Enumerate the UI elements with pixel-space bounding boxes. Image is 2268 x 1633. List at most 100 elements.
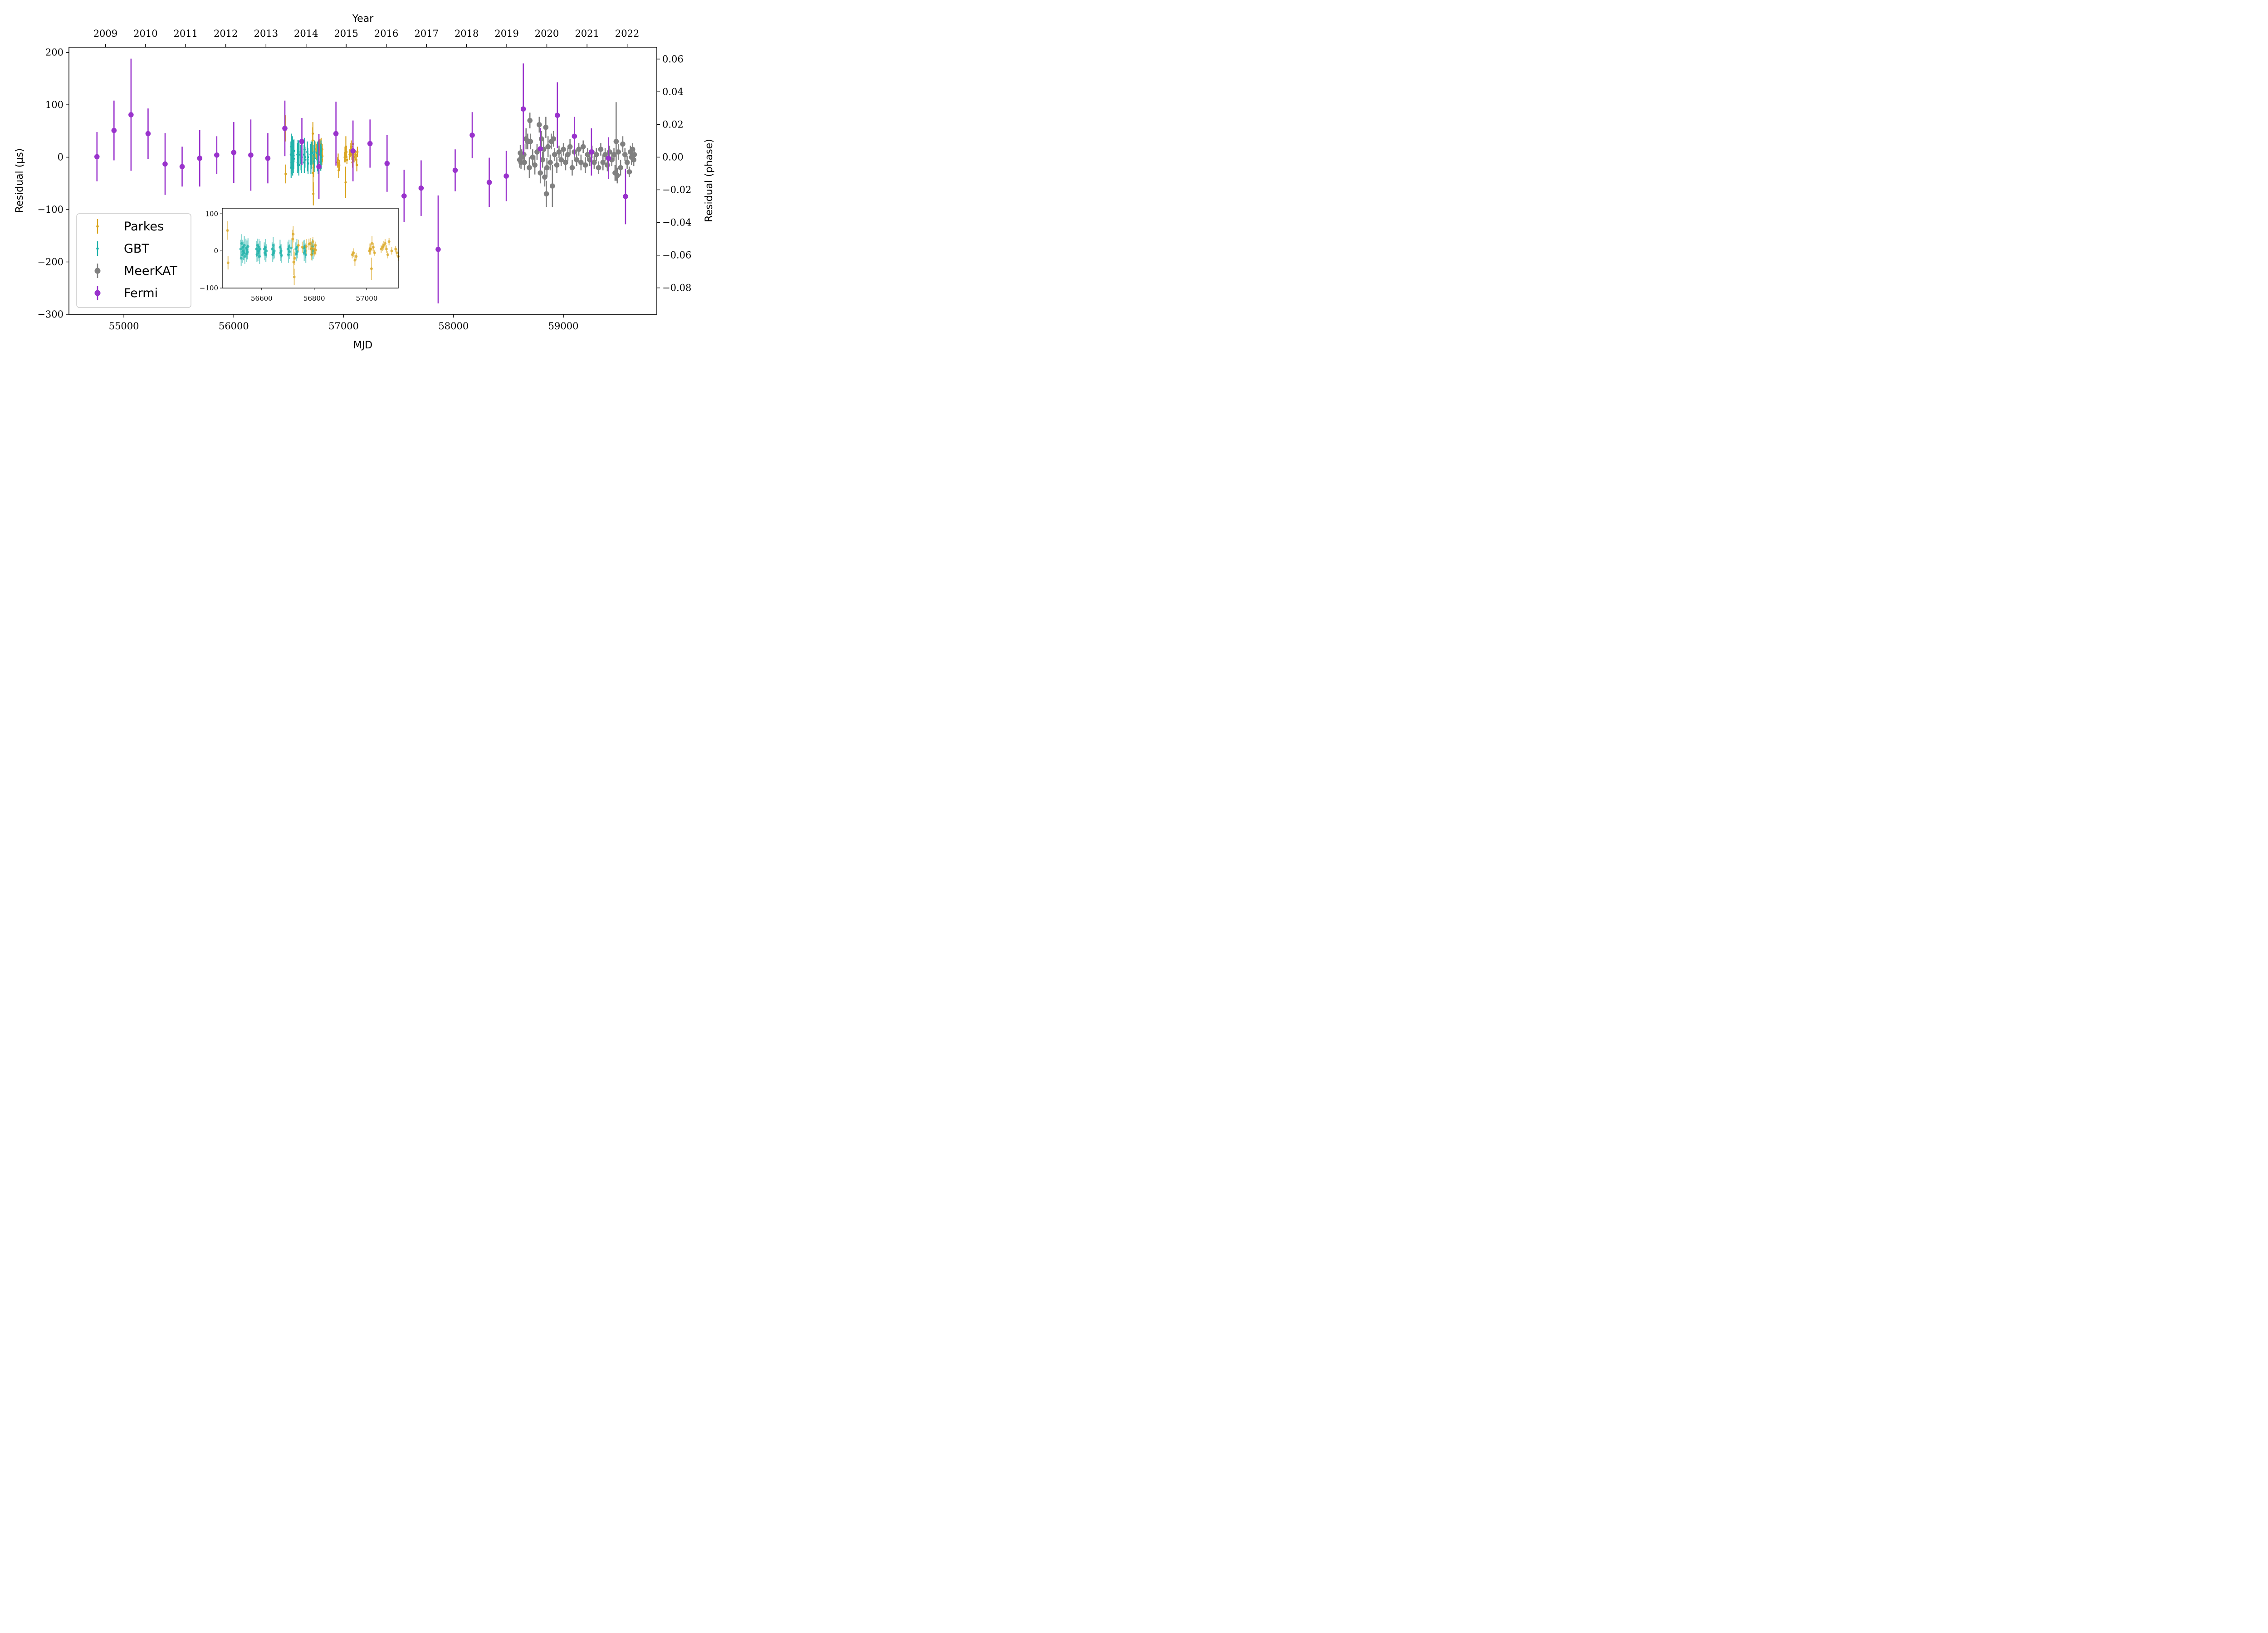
inset-parkes-point [384, 242, 387, 245]
fermi-point [384, 161, 390, 166]
y-right-tick-label: 0.02 [662, 119, 684, 130]
y-right-tick-label: 0.00 [662, 152, 684, 162]
meerkat-point [585, 152, 591, 157]
inset-parkes-point [314, 249, 318, 252]
meerkat-point [561, 147, 566, 152]
fermi-point [316, 164, 322, 170]
meerkat-point [538, 170, 543, 176]
inset-parkes-point [371, 245, 375, 249]
meerkat-point [576, 147, 582, 152]
fermi-point [179, 164, 185, 170]
parkes-point [346, 158, 348, 161]
fermi-point [435, 246, 441, 252]
meerkat-point [552, 152, 557, 157]
fermi-point [452, 167, 458, 173]
meerkat-point [522, 160, 527, 165]
fermi-point [214, 152, 220, 158]
fermi-point [299, 139, 305, 144]
meerkat-point [569, 165, 575, 171]
meerkat-point [542, 174, 547, 180]
fermi-point [554, 112, 560, 118]
fermi-point [231, 150, 237, 155]
year-tick-label: 2021 [575, 28, 599, 39]
meerkat-point [565, 152, 571, 157]
fermi-point [111, 127, 117, 133]
meerkat-point [574, 157, 579, 163]
gbt-point [307, 162, 309, 165]
series-gbt [289, 133, 323, 178]
meerkat-point [544, 165, 550, 171]
inset-parkes-point [226, 229, 229, 232]
legend-marker-gbt [96, 247, 99, 250]
fermi-point [538, 146, 543, 152]
meerkat-point [563, 160, 568, 165]
fermi-point [486, 180, 492, 185]
meerkat-point [600, 160, 606, 165]
parkes-point [350, 145, 353, 148]
meerkat-point [534, 149, 540, 155]
legend-label-fermi: Fermi [124, 286, 158, 300]
meerkat-point [537, 122, 542, 127]
inset-parkes-point [293, 257, 296, 260]
legend-box [76, 213, 191, 308]
meerkat-point [593, 152, 599, 157]
inset-y-tick-label: 0 [214, 247, 218, 255]
year-tick-label: 2016 [374, 28, 398, 39]
y-right-tick-label: −0.04 [662, 217, 691, 228]
legend-label-parkes: Parkes [124, 220, 164, 234]
meerkat-point [527, 117, 533, 123]
plot-frame [68, 47, 657, 315]
parkes-point [344, 181, 347, 184]
inset-parkes-point [394, 248, 397, 251]
meerkat-point [631, 152, 637, 157]
fermi-point [623, 194, 628, 199]
year-tick-label: 2022 [615, 28, 639, 39]
meerkat-point [558, 157, 564, 163]
fermi-point [94, 154, 100, 160]
inset-parkes-point [386, 253, 389, 256]
parkes-point [345, 151, 348, 153]
y-tick-label: −200 [37, 257, 64, 268]
meerkat-point [580, 144, 586, 150]
y-right-tick-label: 0.06 [662, 54, 684, 64]
meerkat-point [620, 141, 626, 147]
inset-x-tick-label: 56600 [251, 294, 273, 303]
inset-parkes-point [396, 251, 399, 254]
inset-x-tick-label: 56800 [303, 294, 325, 303]
fermi-point [145, 131, 151, 137]
inset-parkes-point [369, 248, 372, 251]
gbt-point [320, 156, 323, 159]
x-axis-top-years: 2009 2010 2011 2012 2013 2014 2015 2016 2017 2018… [93, 28, 639, 47]
meerkat-point [527, 165, 532, 171]
meerkat-point [530, 154, 536, 160]
x-axis-bottom: 55000 56000 57000 58000 59000 [109, 314, 579, 332]
y-tick-label: −300 [37, 309, 64, 320]
y-right-tick-label: −0.02 [662, 184, 691, 195]
inset-parkes-point [373, 251, 376, 254]
fermi-point [418, 185, 424, 191]
meerkat-point [556, 149, 562, 155]
meerkat-point [528, 139, 533, 144]
inset-gbt-point [243, 244, 246, 247]
fermi-point [520, 106, 526, 112]
inset-parkes-point [297, 244, 300, 247]
x-tick-label: 56000 [219, 321, 249, 332]
inset-parkes-point [355, 255, 358, 258]
inset-parkes-point [301, 245, 304, 249]
y-right-tick-label: −0.08 [662, 283, 691, 293]
gbt-point [313, 157, 316, 160]
parkes-point [312, 132, 314, 135]
inset-parkes-point [311, 246, 314, 249]
year-tick-label: 2011 [174, 28, 198, 39]
fermi-point [401, 193, 407, 199]
inset-parkes-point [353, 259, 357, 262]
meerkat-point [602, 152, 608, 157]
inset-frame [222, 208, 399, 288]
x-tick-label: 59000 [548, 321, 579, 332]
x-tick-label: 57000 [328, 321, 359, 332]
inset-gbt-point [304, 253, 308, 256]
inset-parkes-point [387, 240, 391, 243]
inset-series-parkes [226, 221, 400, 285]
inset-parkes-point [310, 253, 313, 256]
x-axis-top-title: Year [352, 13, 374, 24]
